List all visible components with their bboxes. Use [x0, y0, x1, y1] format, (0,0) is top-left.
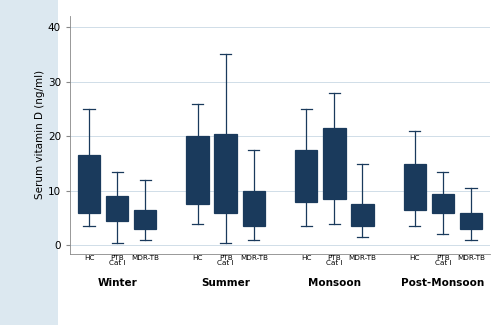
Text: Monsoon: Monsoon — [308, 278, 361, 288]
Text: Summer: Summer — [202, 278, 250, 288]
PathPatch shape — [242, 191, 265, 226]
Text: Winter: Winter — [98, 278, 137, 288]
PathPatch shape — [214, 134, 237, 213]
PathPatch shape — [186, 136, 209, 204]
Text: 40¨: 40¨ — [0, 324, 1, 325]
PathPatch shape — [323, 128, 345, 199]
Text: Post-Monsoon: Post-Monsoon — [401, 278, 484, 288]
PathPatch shape — [78, 155, 100, 213]
Y-axis label: Serum vitamin D (ng/ml): Serum vitamin D (ng/ml) — [35, 70, 45, 200]
PathPatch shape — [404, 163, 426, 210]
PathPatch shape — [134, 210, 156, 229]
PathPatch shape — [295, 150, 318, 202]
PathPatch shape — [460, 213, 482, 229]
PathPatch shape — [351, 204, 374, 226]
PathPatch shape — [106, 196, 128, 221]
PathPatch shape — [432, 193, 454, 213]
